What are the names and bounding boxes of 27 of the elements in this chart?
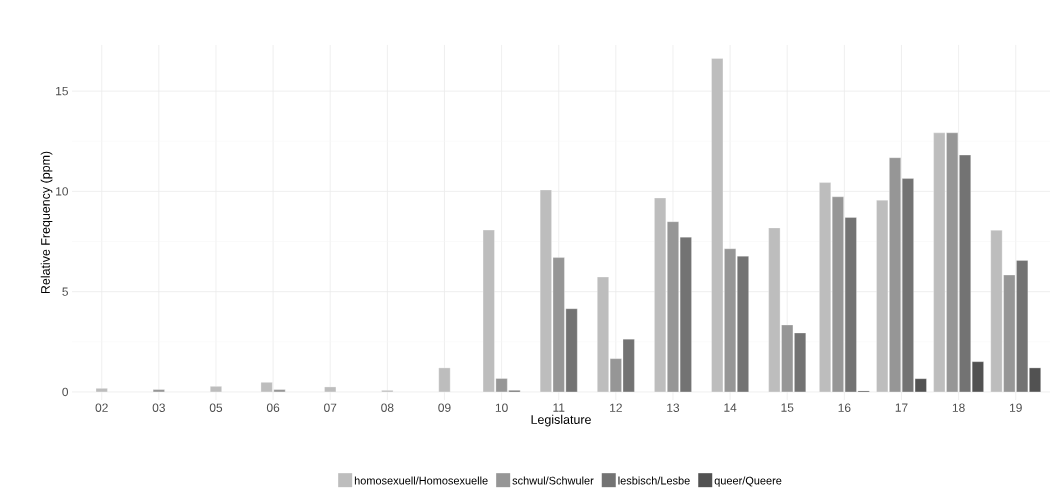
y-tick-label: 15 xyxy=(56,86,68,96)
y-tick-label: 0 xyxy=(62,387,69,397)
legend-label: schwul/Schwuler xyxy=(512,476,594,485)
x-tick-label: 16 xyxy=(838,403,851,412)
y-axis-title: Relative Frequency (ppm) xyxy=(40,151,53,294)
x-tick-label: 07 xyxy=(324,403,337,412)
legend-label: queer/Queere xyxy=(714,476,782,487)
x-tick-label: 17 xyxy=(895,403,908,412)
x-tick-label: 09 xyxy=(438,403,451,412)
x-tick-label: 13 xyxy=(667,403,680,412)
x-tick-label: 10 xyxy=(495,403,508,412)
x-tick-label: 15 xyxy=(781,403,794,412)
x-tick-label: 06 xyxy=(266,403,280,412)
legend-label: lesbisch/Lesbe xyxy=(618,476,690,485)
x-tick-label: 11 xyxy=(553,403,565,412)
legend-label: homosexuell/Homosexuelle xyxy=(354,476,488,485)
x-tick-label: 12 xyxy=(610,403,622,412)
x-tick-label: 18 xyxy=(952,403,965,412)
x-tick-label: 03 xyxy=(152,403,165,412)
x-tick-label: 14 xyxy=(724,403,737,412)
y-tick-label: 5 xyxy=(62,287,68,296)
x-tick-label: 02 xyxy=(95,403,108,412)
x-tick-label: 05 xyxy=(209,403,223,412)
x-tick-label: 08 xyxy=(381,403,394,412)
y-tick-label: 10 xyxy=(56,187,69,196)
x-tick-label: 19 xyxy=(1009,403,1022,412)
x-axis-title: Legislature xyxy=(531,414,591,427)
